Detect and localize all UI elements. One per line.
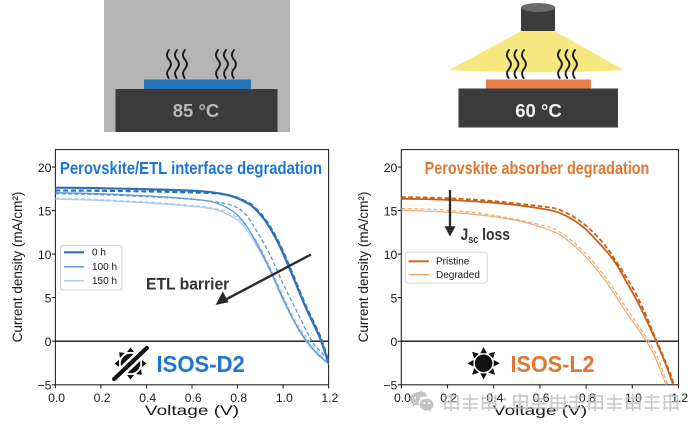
svg-text:0.8: 0.8	[230, 391, 247, 405]
svg-text:1.2: 1.2	[671, 391, 688, 405]
svg-text:Jsc loss: Jsc loss	[461, 226, 511, 246]
svg-text:1.0: 1.0	[276, 391, 293, 405]
svg-text:20: 20	[384, 161, 398, 175]
svg-text:0: 0	[391, 335, 398, 349]
svg-text:60 °C: 60 °C	[515, 100, 561, 121]
svg-text:ISOS-L2: ISOS-L2	[511, 351, 595, 377]
svg-text:ETL barrier: ETL barrier	[146, 275, 230, 293]
svg-text:0.2: 0.2	[440, 391, 457, 405]
svg-text:Perovskite absorber degradatio: Perovskite absorber degradation	[425, 159, 650, 179]
svg-text:0.2: 0.2	[94, 391, 111, 405]
svg-text:Pristine: Pristine	[436, 257, 470, 268]
svg-text:Current density (mA/cm²): Current density (mA/cm²)	[10, 192, 25, 343]
svg-text:15: 15	[38, 204, 52, 218]
svg-text:−5: −5	[37, 379, 51, 393]
svg-text:20: 20	[38, 161, 52, 175]
svg-text:Voltage (V): Voltage (V)	[493, 402, 587, 418]
svg-text:100 h: 100 h	[92, 262, 117, 273]
svg-text:0.6: 0.6	[533, 391, 550, 405]
svg-text:0 h: 0 h	[92, 248, 106, 259]
svg-text:0.0: 0.0	[394, 391, 411, 405]
svg-text:0: 0	[45, 335, 52, 349]
svg-text:10: 10	[38, 248, 52, 262]
svg-text:5: 5	[45, 291, 52, 305]
svg-text:Current density (mA/cm²): Current density (mA/cm²)	[356, 192, 371, 343]
svg-text:Voltage (V): Voltage (V)	[145, 402, 239, 418]
svg-text:Degraded: Degraded	[436, 270, 480, 281]
svg-text:0.0: 0.0	[48, 391, 65, 405]
svg-text:Perovskite/ETL interface degra: Perovskite/ETL interface degradation	[60, 159, 322, 179]
svg-text:ISOS-D2: ISOS-D2	[157, 352, 245, 378]
svg-text:15: 15	[384, 204, 398, 218]
svg-text:5: 5	[391, 291, 398, 305]
svg-text:−5: −5	[383, 379, 397, 393]
svg-text:150 h: 150 h	[92, 276, 117, 287]
svg-text:0.6: 0.6	[185, 391, 202, 405]
svg-text:0.4: 0.4	[139, 391, 156, 405]
svg-text:10: 10	[384, 248, 398, 262]
svg-text:1.2: 1.2	[321, 391, 338, 405]
svg-text:85 °C: 85 °C	[173, 100, 219, 121]
